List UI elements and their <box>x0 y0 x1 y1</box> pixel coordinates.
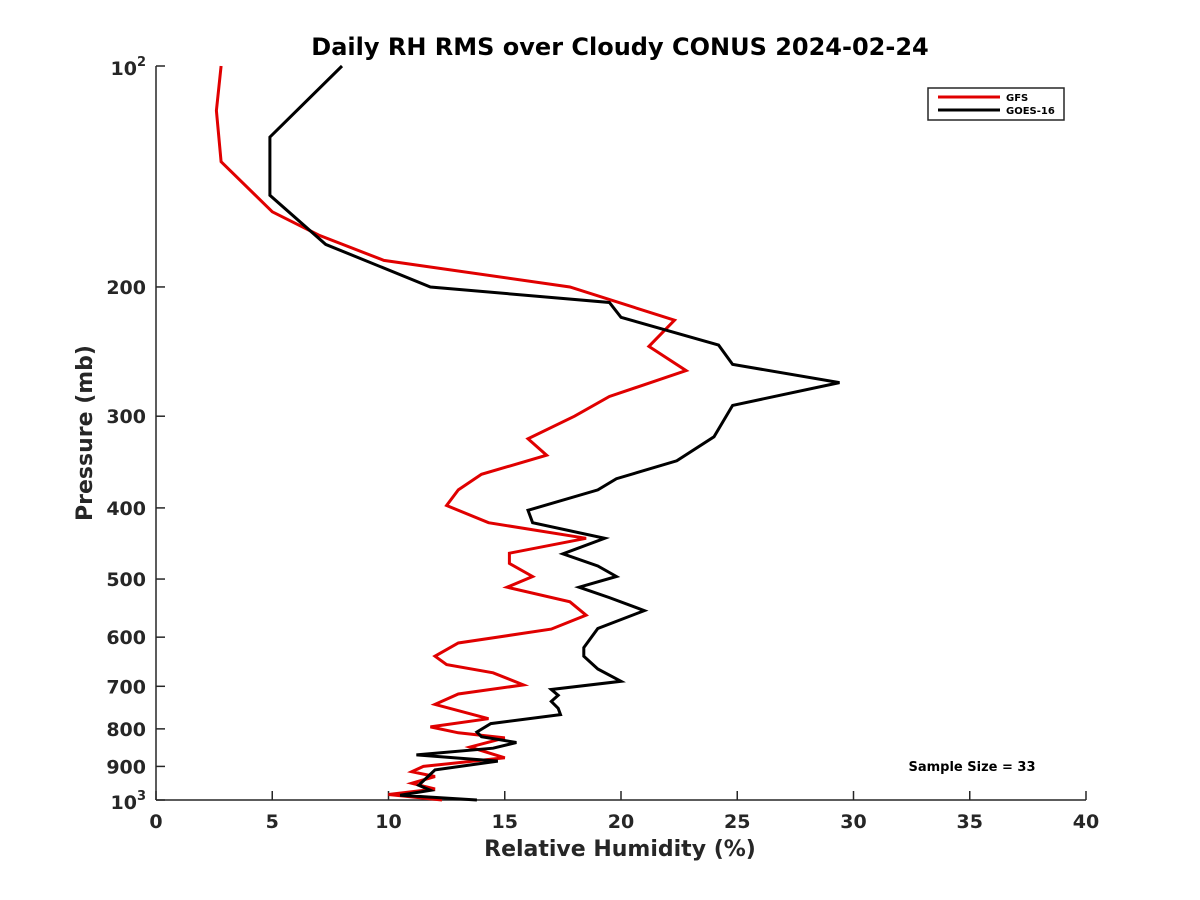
x-tick-label: 5 <box>266 811 279 833</box>
x-tick-label: 25 <box>724 811 750 833</box>
y-tick-label: 300 <box>106 406 146 428</box>
legend-box <box>927 87 1065 121</box>
x-tick-label: 35 <box>957 811 983 833</box>
sample-size-annotation: Sample Size = 33 <box>908 760 1035 775</box>
y-axis-label: Pressure (mb) <box>73 345 98 521</box>
x-tick-label: 0 <box>149 811 162 833</box>
y-tick-label: 700 <box>106 676 146 698</box>
y-tick-label: 900 <box>106 756 146 778</box>
y-tick-label: 400 <box>106 498 146 520</box>
series-line-gfs <box>214 65 690 802</box>
x-tick-label: 40 <box>1073 811 1099 833</box>
series-layer <box>214 64 840 802</box>
legend-label-goes-16: GOES-16 <box>1006 106 1055 117</box>
x-tick-label: 10 <box>375 811 401 833</box>
series-line-goes-16 <box>268 64 840 802</box>
y-tick-label: 600 <box>106 627 146 649</box>
axes: 0 5 10 15 20 25 30 35 40 102 200 300 400 500 600 700 800… <box>106 55 1099 833</box>
legend: GFS GOES-16 <box>927 87 1065 121</box>
y-tick-label: 103 <box>111 789 147 814</box>
x-tick-label: 20 <box>608 811 634 833</box>
chart-title: Daily RH RMS over Cloudy CONUS 2024-02-2… <box>311 33 928 61</box>
y-tick-label: 102 <box>111 55 147 80</box>
x-axis-label: Relative Humidity (%) <box>484 837 756 862</box>
x-tick-label: 15 <box>492 811 518 833</box>
x-tick-label: 30 <box>840 811 866 833</box>
y-tick-label: 500 <box>106 569 146 591</box>
legend-label-gfs: GFS <box>1006 93 1028 104</box>
y-tick-label: 800 <box>106 719 146 741</box>
y-tick-label: 200 <box>106 277 146 299</box>
